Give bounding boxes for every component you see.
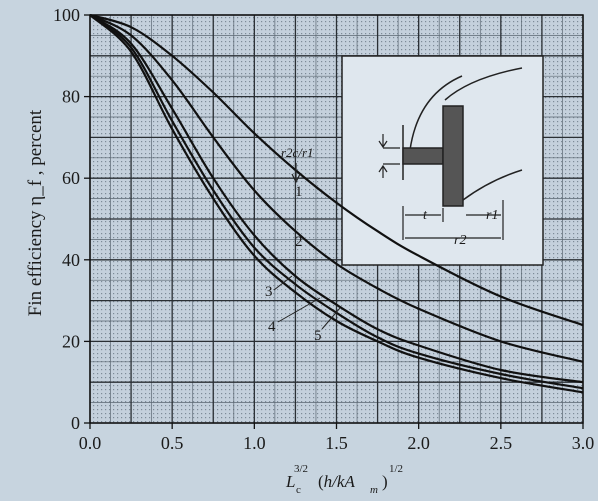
series-line-1 [89, 13, 584, 327]
svg-text:m: m [370, 484, 378, 496]
curve-label-4: 4 [268, 319, 276, 335]
series-line-3 [89, 14, 584, 384]
series-line-4 [89, 14, 584, 390]
thickness-arrow-bottom [378, 164, 388, 178]
x-tick-label: 3.0 [572, 433, 595, 453]
x-axis-label: L c 3/2 (h/kA m ) 1/2 [285, 463, 403, 496]
svg-text:): ) [382, 472, 388, 491]
legend-title: r2c/r1 [281, 145, 314, 160]
x-tick-label: 2.0 [407, 433, 430, 453]
y-tick-label: 100 [53, 5, 80, 25]
x-tick-label: 1.5 [325, 433, 348, 453]
svg-text:c: c [296, 484, 301, 496]
dim-label-r2: r2 [454, 233, 466, 248]
series-line-2 [89, 14, 584, 363]
outer-curve-bottom [462, 169, 523, 201]
y-tick-label: 80 [62, 87, 80, 107]
curve-legend: r2c/r1 1 2 3 4 5 [265, 145, 341, 344]
curve-label-2: 2 [295, 234, 303, 250]
svg-text:3/2: 3/2 [294, 463, 308, 475]
curve-label-1: 1 [295, 184, 303, 200]
svg-text:(h/kA: (h/kA [318, 472, 355, 491]
fin-web [402, 147, 444, 165]
curve-label-3: 3 [265, 284, 273, 300]
outer-curve-top [444, 67, 523, 101]
curves [89, 13, 584, 394]
y-tick-label: 0 [71, 413, 80, 433]
y-tick-label: 60 [62, 168, 80, 188]
svg-text:L: L [285, 472, 295, 491]
dim-label-t: t [423, 208, 428, 223]
thickness-arrow-top [378, 134, 388, 149]
curve-label-5: 5 [314, 328, 322, 344]
axis-ticks: 0.0 0.5 1.0 1.5 2.0 2.5 3.0 0 20 40 60 80 100 [53, 5, 594, 453]
fin-flange [442, 105, 464, 207]
y-tick-label: 20 [62, 331, 80, 351]
x-tick-label: 0.0 [79, 433, 102, 453]
series-line-5 [89, 14, 584, 394]
plot-area: t r1 r2 r2c/r1 1 2 3 4 5 [89, 13, 584, 424]
fin-diagram-inset: t r1 r2 [341, 55, 544, 266]
x-tick-label: 1.0 [243, 433, 266, 453]
inner-curve [409, 75, 463, 151]
y-tick-label: 40 [62, 250, 80, 270]
x-tick-label: 2.5 [490, 433, 513, 453]
dim-label-r1: r1 [486, 208, 498, 223]
svg-text:1/2: 1/2 [389, 463, 403, 475]
y-axis-label: Fin efficiency η_f , percent [25, 109, 46, 316]
x-tick-label: 0.5 [161, 433, 184, 453]
